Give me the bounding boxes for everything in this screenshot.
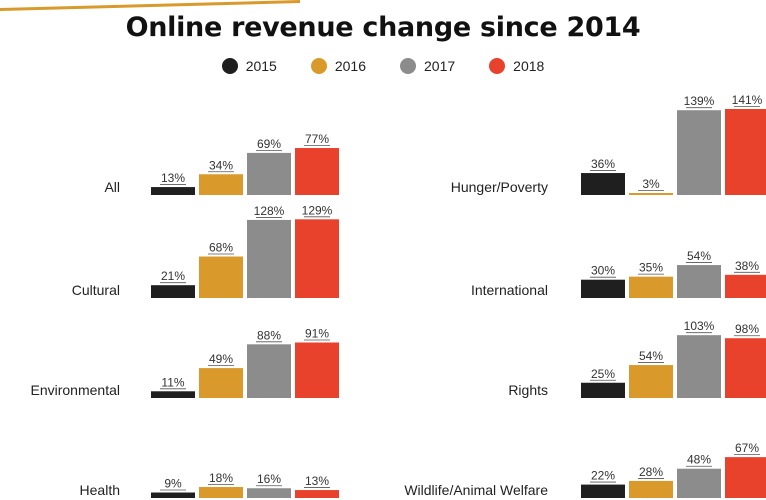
value-label-wildlife-animal-welfare-2018: 67%	[735, 441, 759, 455]
value-label-all-2015: 13%	[161, 171, 185, 185]
bar-rights-2016	[629, 365, 673, 398]
value-label-wildlife-animal-welfare-2015: 22%	[591, 469, 615, 483]
bar-environmental-2017	[247, 344, 291, 398]
value-label-cultural-2016: 68%	[209, 241, 233, 255]
category-label-environmental: Environmental	[31, 382, 121, 398]
bar-all-2018	[295, 148, 339, 195]
legend-item-2017: 2017	[400, 58, 455, 74]
bar-health-2017	[247, 488, 291, 498]
value-label-environmental-2018: 91%	[305, 326, 329, 340]
legend-swatch-2018	[489, 58, 506, 74]
bar-all-2016	[199, 174, 243, 195]
value-label-health-2016: 18%	[209, 471, 233, 485]
bar-rights-2015	[581, 382, 625, 398]
value-label-rights-2018: 98%	[735, 322, 759, 336]
legend-swatch-2016	[310, 58, 327, 74]
bar-cultural-2015	[151, 285, 195, 298]
accent-stripe	[0, 0, 300, 11]
bar-wildlife-animal-welfare-2015	[581, 484, 625, 498]
bar-hunger-poverty-2017	[677, 110, 721, 195]
legend-label-2015: 2015	[245, 58, 277, 74]
bar-health-2016	[199, 487, 243, 498]
bar-international-2015	[581, 279, 625, 298]
value-label-international-2017: 54%	[687, 249, 711, 263]
bar-hunger-poverty-2016	[629, 193, 673, 195]
legend: 2015 2016 2017 2018	[0, 58, 766, 74]
value-label-rights-2017: 103%	[684, 319, 715, 333]
bar-wildlife-animal-welfare-2017	[677, 468, 721, 498]
bar-international-2016	[629, 276, 673, 298]
value-label-international-2015: 30%	[591, 264, 615, 278]
value-label-all-2018: 77%	[305, 132, 329, 146]
bar-health-2015	[151, 492, 195, 498]
value-label-rights-2016: 54%	[639, 349, 663, 363]
legend-item-2016: 2016	[310, 58, 366, 74]
value-label-all-2016: 34%	[209, 158, 233, 172]
bar-cultural-2018	[295, 219, 339, 298]
value-label-rights-2015: 25%	[591, 367, 615, 381]
value-label-international-2018: 38%	[735, 259, 759, 273]
category-label-rights: Rights	[508, 382, 548, 398]
legend-label-2016: 2016	[334, 58, 366, 74]
legend-label-2018: 2018	[513, 58, 545, 74]
bar-rights-2017	[677, 335, 721, 398]
bar-all-2017	[247, 152, 291, 195]
value-label-health-2018: 13%	[305, 474, 329, 488]
category-label-all: All	[104, 179, 120, 195]
category-label-wildlife-animal-welfare: Wildlife/Animal Welfare	[404, 482, 548, 498]
value-label-environmental-2015: 11%	[161, 375, 184, 389]
value-label-all-2017: 69%	[257, 137, 281, 151]
bar-rights-2018	[725, 338, 766, 398]
category-label-hunger-poverty: Hunger/Poverty	[451, 179, 548, 195]
legend-swatch-2015	[221, 58, 238, 74]
bar-cultural-2017	[247, 219, 291, 298]
bar-hunger-poverty-2018	[725, 108, 766, 195]
value-label-health-2017: 16%	[257, 472, 281, 486]
bar-international-2017	[677, 265, 721, 298]
bar-health-2018	[295, 490, 339, 498]
value-label-wildlife-animal-welfare-2016: 28%	[639, 465, 663, 479]
bar-wildlife-animal-welfare-2016	[629, 480, 673, 498]
value-label-cultural-2018: 129%	[302, 203, 333, 217]
value-label-hunger-poverty-2015: 36%	[591, 157, 615, 171]
bar-international-2018	[725, 274, 766, 298]
legend-swatch-2017	[400, 58, 416, 74]
category-label-cultural: Cultural	[72, 282, 120, 298]
value-label-hunger-poverty-2016: 3%	[642, 177, 660, 191]
bar-environmental-2015	[151, 391, 195, 398]
bar-wildlife-animal-welfare-2018	[725, 457, 766, 498]
value-label-cultural-2015: 21%	[161, 269, 185, 283]
chart-title: Online revenue change since 2014	[125, 12, 641, 43]
legend-item-2015: 2015	[221, 58, 277, 74]
value-label-health-2015: 9%	[164, 477, 182, 491]
legend-item-2018: 2018	[489, 58, 544, 74]
value-label-environmental-2016: 49%	[209, 352, 233, 366]
value-label-environmental-2017: 88%	[257, 328, 281, 342]
category-label-health: Health	[80, 482, 120, 498]
bar-environmental-2016	[199, 368, 243, 398]
value-label-hunger-poverty-2018: 141%	[732, 93, 763, 107]
bar-environmental-2018	[295, 342, 339, 398]
legend-label-2017: 2017	[424, 58, 456, 74]
bar-cultural-2016	[199, 256, 243, 298]
value-label-hunger-poverty-2017: 139%	[684, 94, 715, 108]
category-label-international: International	[471, 282, 548, 298]
bar-hunger-poverty-2015	[581, 173, 625, 195]
value-label-cultural-2017: 128%	[254, 204, 285, 218]
value-label-wildlife-animal-welfare-2017: 48%	[687, 453, 711, 467]
value-label-international-2016: 35%	[639, 261, 663, 275]
bar-all-2015	[151, 187, 195, 195]
